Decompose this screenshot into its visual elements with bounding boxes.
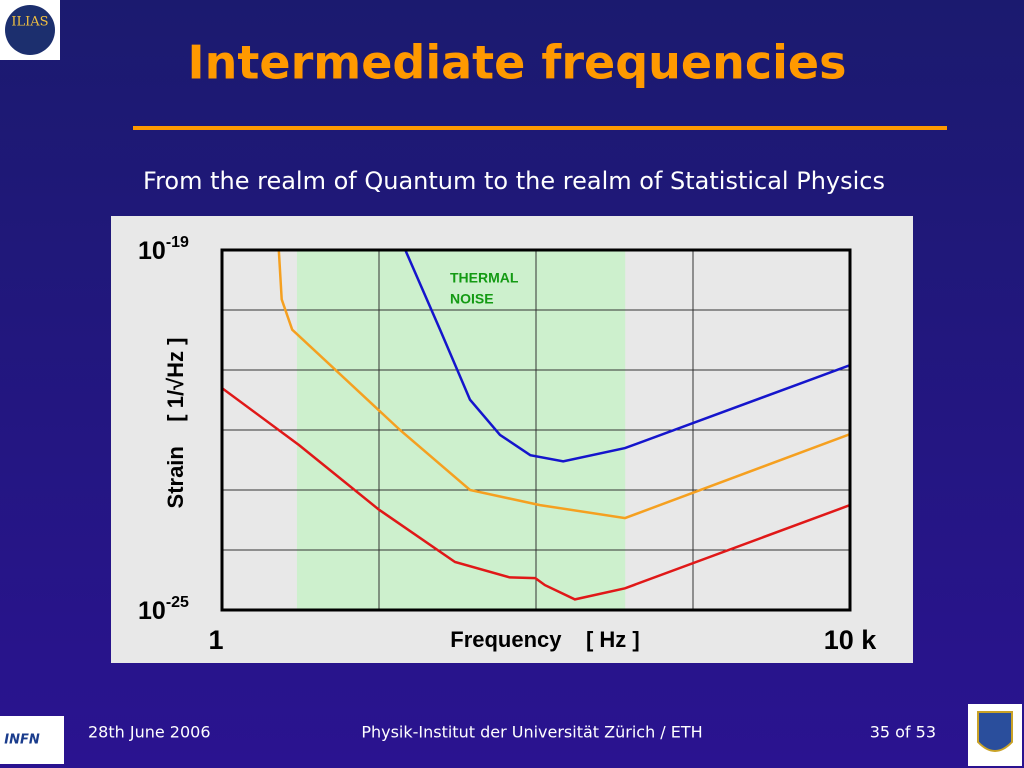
- x-axis-label: Frequency [ Hz ]: [450, 627, 639, 652]
- y-tick-label: 10-19: [138, 234, 189, 264]
- logo-circle: [5, 5, 55, 55]
- subtitle: From the realm of Quantum to the realm o…: [143, 167, 885, 195]
- footer-page: 35 of 53: [870, 723, 936, 742]
- curve: [277, 250, 850, 520]
- plot-frame: [220, 248, 852, 612]
- band-label: NOISE: [450, 291, 494, 307]
- logo-box: [0, 716, 64, 764]
- logo-text: ILIAS: [11, 15, 48, 30]
- footer-date: 28th June 2006: [88, 723, 211, 742]
- y-tick-label: 10-25: [138, 594, 189, 624]
- footer-center: Physik-Institut der Universität Zürich /…: [361, 723, 702, 742]
- crest: [977, 711, 1013, 752]
- logo-text: INFN: [4, 733, 40, 748]
- y-tick-exponent: -19: [166, 234, 189, 251]
- curve: [222, 387, 850, 601]
- y-tick-exponent: -25: [166, 594, 189, 611]
- y-axis-label: Strain [ 1/√Hz ]: [163, 338, 188, 509]
- slide-title: Intermediate frequencies: [188, 36, 847, 90]
- x-tick-label: 1: [208, 625, 223, 655]
- x-tick-label: 10 k: [824, 625, 878, 655]
- band-label: THERMAL: [450, 270, 519, 286]
- curve: [404, 250, 850, 463]
- y-tick-base: 10: [138, 237, 166, 265]
- y-tick-base: 10: [138, 597, 166, 625]
